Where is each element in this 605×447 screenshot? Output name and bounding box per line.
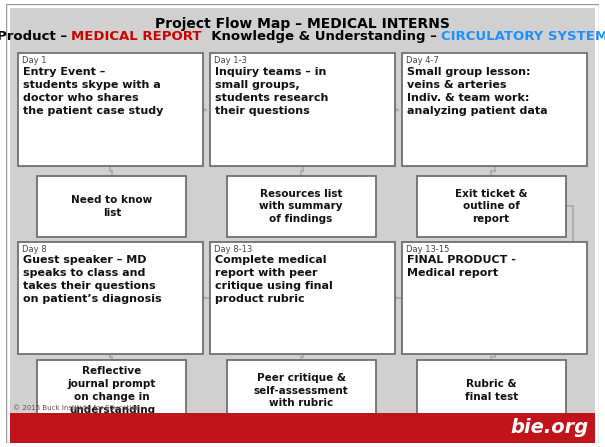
Text: Rubric &
final test: Rubric & final test (465, 379, 518, 402)
Bar (38, 360, 186, 421)
Text: Day 1: Day 1 (22, 56, 46, 65)
Text: Reflective
journal prompt
on change in
understanding: Reflective journal prompt on change in u… (68, 367, 156, 415)
Text: Need to know
list: Need to know list (71, 195, 152, 218)
Text: FINAL PRODUCT -
Medical report: FINAL PRODUCT - Medical report (407, 255, 515, 278)
Bar (18, 54, 203, 166)
Bar (10, 413, 595, 443)
Text: Day 8-13: Day 8-13 (214, 245, 252, 253)
Text: Day 1-3: Day 1-3 (214, 56, 247, 65)
Bar (402, 242, 587, 354)
Bar (226, 176, 376, 237)
Text: Day 4-7: Day 4-7 (406, 56, 439, 65)
Text: © 2015 Buck Institute for Education: © 2015 Buck Institute for Education (13, 405, 140, 411)
Bar (402, 54, 587, 166)
Text: Complete medical
report with peer
critique using final
product rubric: Complete medical report with peer critiq… (215, 255, 333, 304)
Text: Guest speaker – MD
speaks to class and
takes their questions
on patient’s diagno: Guest speaker – MD speaks to class and t… (23, 255, 162, 304)
Bar (417, 176, 566, 237)
Text: Knowledge & Understanding –: Knowledge & Understanding – (202, 30, 441, 43)
Text: Resources list
with summary
of findings: Resources list with summary of findings (260, 189, 343, 224)
Bar (210, 242, 395, 354)
Text: Peer critique &
self-assessment
with rubric: Peer critique & self-assessment with rub… (253, 373, 348, 409)
Bar (226, 360, 376, 421)
Bar (18, 242, 203, 354)
Text: Exit ticket &
outline of
report: Exit ticket & outline of report (455, 189, 528, 224)
Bar (417, 360, 566, 421)
Text: Product –: Product – (0, 30, 71, 43)
Text: Project Flow Map – MEDICAL INTERNS: Project Flow Map – MEDICAL INTERNS (154, 17, 450, 31)
Text: Small group lesson:
veins & arteries
Indiv. & team work:
analyzing patient data: Small group lesson: veins & arteries Ind… (407, 67, 548, 116)
Text: bie.org: bie.org (511, 418, 589, 437)
Text: Inquiry teams – in
small groups,
students research
their questions: Inquiry teams – in small groups, student… (215, 67, 328, 116)
Text: Day 13-15: Day 13-15 (406, 245, 450, 253)
Bar (210, 54, 395, 166)
Text: Day 8: Day 8 (22, 245, 47, 253)
Text: CIRCULATORY SYSTEM: CIRCULATORY SYSTEM (441, 30, 605, 43)
Text: Entry Event –
students skype with a
doctor who shares
the patient case study: Entry Event – students skype with a doct… (23, 67, 163, 116)
Bar (38, 176, 186, 237)
Text: MEDICAL REPORT: MEDICAL REPORT (71, 30, 202, 43)
